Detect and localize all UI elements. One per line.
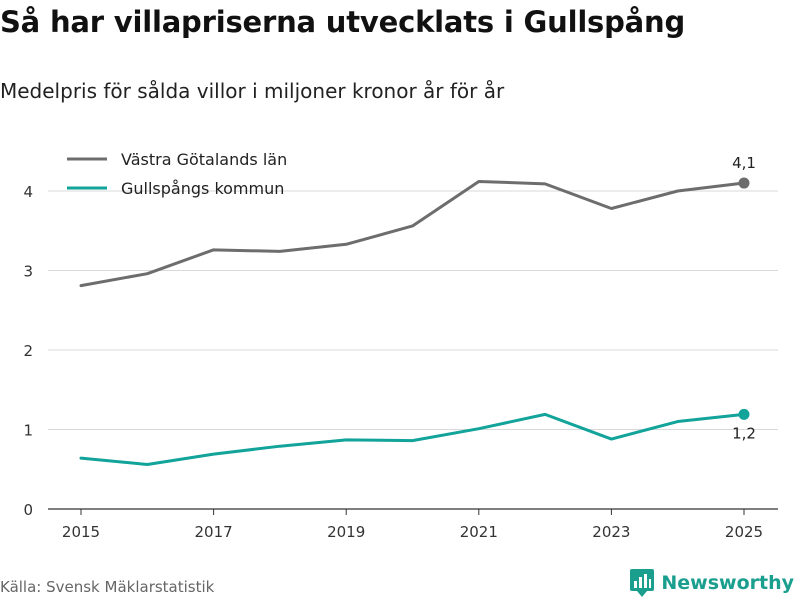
newsworthy-logo-icon	[630, 569, 655, 597]
x-tick-label: 2017	[195, 523, 233, 541]
end-label-vastra-gotaland: 4,1	[732, 154, 756, 172]
x-tick-label: 2021	[460, 523, 498, 541]
chart-title: Så har villapriserna utvecklats i Gullsp…	[0, 5, 686, 39]
y-tick-label: 0	[23, 501, 33, 519]
end-point-vastra-gotaland	[738, 177, 750, 189]
x-tick-label: 2019	[327, 523, 365, 541]
legend-label-vastra-gotaland: Västra Götalands län	[121, 150, 287, 169]
legend: Västra Götalands län Gullspångs kommun	[67, 150, 287, 198]
legend-label-gullspang: Gullspångs kommun	[121, 179, 284, 198]
x-tick-label: 2015	[62, 523, 100, 541]
y-tick-label: 4	[23, 183, 33, 201]
source-note: Källa: Svensk Mäklarstatistik	[0, 578, 215, 596]
gridlines	[48, 190, 778, 510]
y-tick-label: 1	[23, 422, 33, 440]
end-label-gullspang: 1,2	[732, 424, 756, 442]
series-line-gullspang	[79, 412, 746, 466]
brand-logo: Newsworthy	[630, 569, 794, 597]
x-tick-label: 2023	[592, 523, 630, 541]
end-point-gullspang	[738, 408, 750, 420]
x-tick-label: 2025	[725, 523, 763, 541]
series-lines: 4,1 1,2	[79, 154, 756, 466]
y-tick-label: 2	[23, 342, 33, 360]
x-axis: 2015 2017 2019 2021 2023 2025	[62, 509, 763, 541]
y-axis-ticks: 0 1 2 3 4	[23, 183, 33, 519]
brand-name: Newsworthy	[661, 572, 794, 594]
series-line-vastra-gotaland	[79, 179, 746, 288]
y-tick-label: 3	[23, 263, 33, 281]
chart-subtitle: Medelpris för sålda villor i miljoner kr…	[0, 79, 505, 103]
